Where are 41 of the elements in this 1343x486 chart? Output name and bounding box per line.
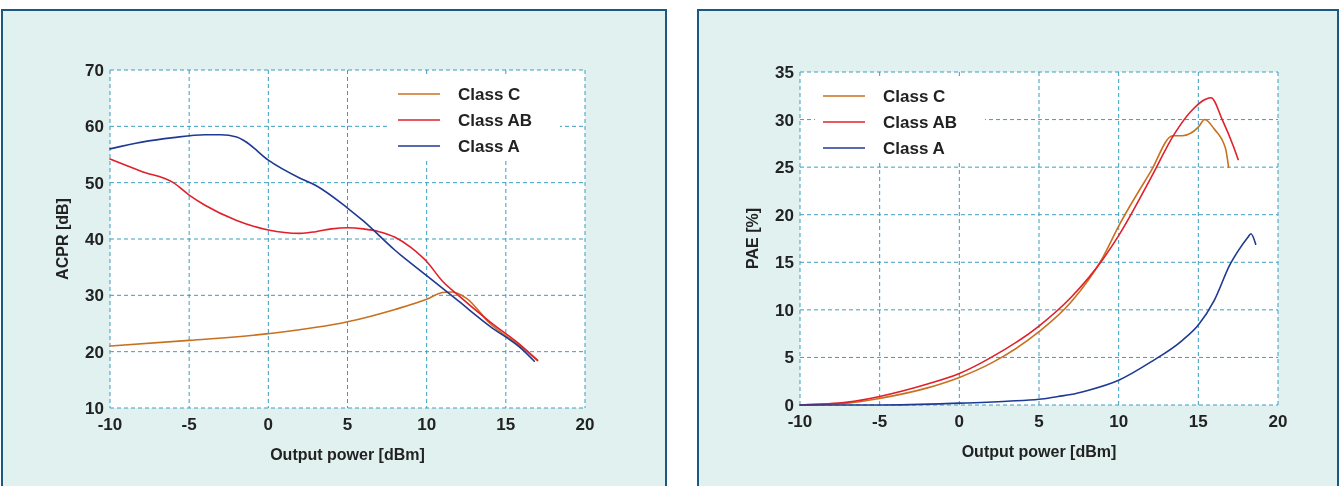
x-tick-label: 0 (954, 412, 965, 431)
x-tick-label: 15 (496, 415, 516, 434)
y-tick-label: 20 (775, 205, 794, 225)
x-tick-label: 10 (417, 415, 437, 434)
y-tick-label: 60 (85, 117, 104, 137)
y-tick-label: 5 (784, 348, 794, 368)
x-tick-label: -5 (872, 412, 888, 431)
legend-label: Class AB (883, 113, 958, 132)
y-tick-label: 30 (85, 286, 104, 306)
x-tick-label: 15 (1188, 412, 1208, 431)
x-tick-label: 20 (575, 415, 595, 434)
y-tick-label: 70 (85, 61, 104, 80)
y-tick-label: 10 (775, 300, 794, 320)
x-tick-label: -10 (97, 415, 123, 434)
y-tick-label: 40 (85, 230, 104, 249)
x-tick-label: -10 (787, 412, 813, 431)
y-tick-label: 0 (784, 396, 794, 415)
y-axis-title: ACPR [dB] (54, 198, 71, 280)
y-axis-title: PAE [%] (744, 207, 761, 270)
y-tick-label: 20 (85, 342, 104, 362)
legend-label: Class A (458, 137, 520, 156)
y-tick-label: 10 (85, 399, 104, 418)
x-axis-title: Output power [dBm] (961, 443, 1117, 460)
y-tick-label: 25 (775, 158, 794, 178)
legend-label: Class C (458, 85, 521, 104)
line-series (109, 291, 539, 362)
y-tick-label: 15 (775, 253, 794, 273)
legend-label: Class AB (458, 111, 533, 130)
x-tick-label: 5 (342, 415, 353, 434)
y-tick-label: 50 (85, 173, 104, 193)
y-tick-label: 35 (775, 63, 794, 82)
y-tick-label: 30 (775, 110, 794, 130)
x-tick-label: 0 (263, 415, 274, 434)
legend-label: Class C (883, 87, 946, 106)
x-tick-label: -5 (181, 415, 197, 434)
x-tick-label: 20 (1268, 412, 1288, 431)
x-tick-label: 10 (1109, 412, 1129, 431)
x-tick-label: 5 (1034, 412, 1044, 431)
line-series (799, 232, 1257, 406)
legend-label: Class A (883, 139, 945, 158)
x-axis-title: Output power [dBm] (270, 446, 425, 463)
